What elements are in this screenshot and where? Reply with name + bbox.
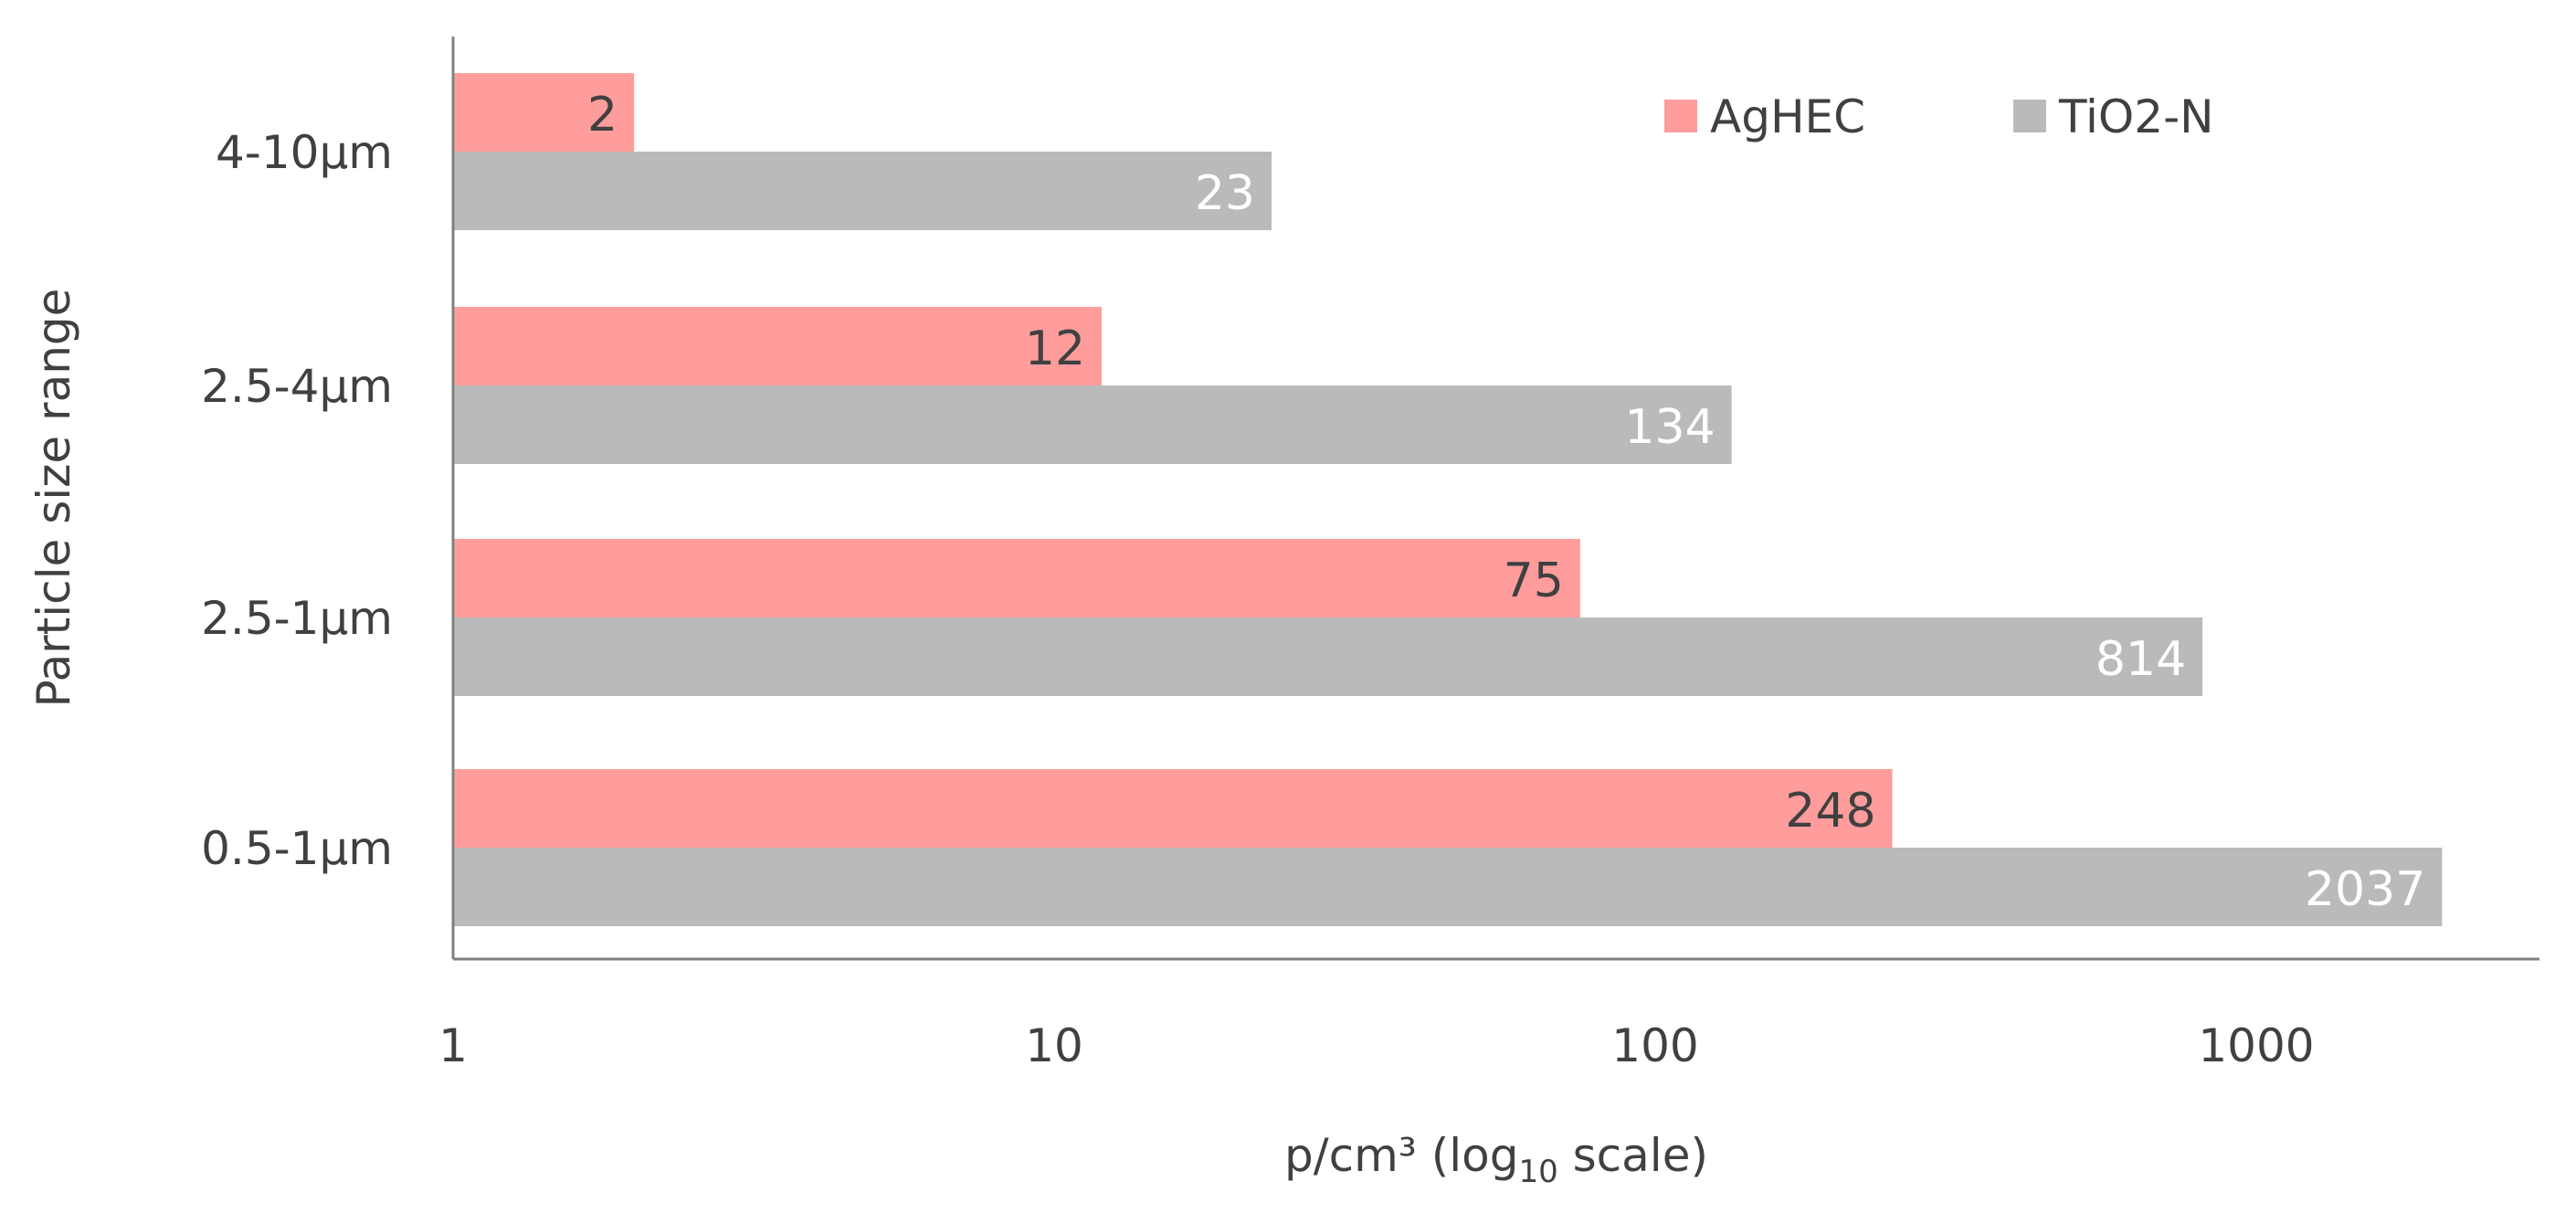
x-tick-label-1000: 1000 [2198, 1019, 2314, 1072]
x-axis-title: p/cm³ (log10 scale) [1284, 1129, 1708, 1190]
bar-aghec-3 [453, 539, 1580, 617]
y-tick-label-1: 4-10µm [216, 126, 393, 179]
bar-tio2-n-2 [453, 385, 1732, 464]
data-label-aghec-2: 12 [1025, 322, 1085, 376]
data-label-tio2-n-4: 2037 [2305, 862, 2425, 917]
legend-swatch-aghec [1664, 100, 1697, 132]
y-tick-label-2: 2.5-4µm [201, 360, 393, 413]
x-tick-label-10: 10 [1025, 1019, 1083, 1072]
x-tick-label-100: 100 [1611, 1019, 1698, 1072]
data-label-tio2-n-1: 23 [1195, 166, 1255, 221]
bar-aghec-2 [453, 307, 1103, 385]
x-axis-title-suffix: scale) [1558, 1129, 1708, 1182]
x-tick-labels: 1 10 100 1000 [438, 1019, 2315, 1072]
bars-layer [453, 73, 2443, 926]
legend-label-tio2-n: TiO2-N [2058, 90, 2214, 143]
x-axis-title-subscript: 10 [1518, 1154, 1557, 1190]
data-label-aghec-4: 248 [1785, 784, 1875, 839]
y-tick-label-4: 0.5-1µm [201, 822, 393, 875]
legend-label-aghec: AgHEC [1710, 90, 1865, 143]
legend: AgHEC TiO2-N [1664, 90, 2214, 143]
bar-tio2-n-1 [453, 152, 1272, 230]
legend-swatch-tio2-n [2013, 100, 2046, 132]
data-labels-layer: 2 23 12 134 75 814 248 2037 [587, 88, 2425, 917]
bar-aghec-4 [453, 769, 1893, 848]
data-label-aghec-1: 2 [587, 88, 618, 142]
data-label-tio2-n-2: 134 [1624, 400, 1715, 455]
bar-tio2-n-4 [453, 848, 2443, 926]
data-label-aghec-3: 75 [1504, 554, 1564, 608]
y-tick-label-3: 2.5-1µm [201, 592, 393, 645]
x-axis-title-main: p/cm³ (log [1284, 1129, 1518, 1182]
x-tick-label-1: 1 [438, 1019, 468, 1072]
y-tick-labels: 4-10µm 2.5-4µm 2.5-1µm 0.5-1µm [201, 126, 393, 875]
y-axis-title: Particle size range [27, 289, 80, 708]
bar-tio2-n-3 [453, 617, 2203, 696]
bar-aghec-1 [453, 73, 635, 152]
data-label-tio2-n-3: 814 [2096, 632, 2186, 687]
